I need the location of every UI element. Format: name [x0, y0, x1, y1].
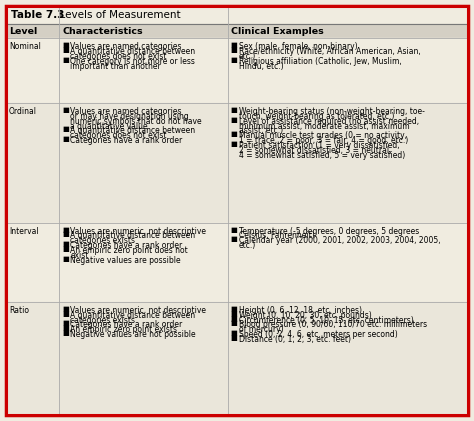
Text: ■: ■ [231, 236, 237, 242]
Text: Patient satisfaction (1 = very dissatisfied,: Patient satisfaction (1 = very dissatisf… [239, 141, 400, 150]
Text: ■: ■ [62, 256, 69, 262]
Text: numeric symbols that do not have: numeric symbols that do not have [70, 117, 202, 126]
Text: Categories have a rank order: Categories have a rank order [70, 241, 182, 250]
Text: Calendar year (2000, 2001, 2002, 2003, 2004, 2005,: Calendar year (2000, 2001, 2002, 2003, 2… [239, 236, 440, 245]
Text: ■: ■ [231, 43, 237, 48]
Text: A quantitative distance between: A quantitative distance between [70, 311, 195, 320]
Text: Clinical Examples: Clinical Examples [231, 27, 324, 35]
Text: Levels of Measurement: Levels of Measurement [53, 10, 181, 20]
Text: Negative values are possible: Negative values are possible [70, 256, 181, 265]
Text: ■: ■ [231, 335, 237, 341]
Text: 4 = somewhat satisfied, 5 = very satisfied): 4 = somewhat satisfied, 5 = very satisfi… [239, 151, 405, 160]
Text: Values are named categories: Values are named categories [70, 107, 182, 116]
Text: ■: ■ [62, 107, 69, 113]
Text: Negative values are not possible: Negative values are not possible [70, 330, 196, 339]
Text: a quantitative value: a quantitative value [70, 122, 148, 131]
Text: ■: ■ [62, 47, 69, 53]
Text: Hindu, etc.): Hindu, etc.) [239, 62, 283, 71]
Text: Nominal: Nominal [9, 43, 41, 51]
Text: exist: exist [70, 251, 89, 260]
Text: ■: ■ [62, 311, 69, 317]
Text: An empiric zero point exists: An empiric zero point exists [70, 325, 177, 334]
Text: ■: ■ [62, 126, 69, 132]
Text: of mercury): of mercury) [239, 325, 283, 334]
Text: ■: ■ [231, 330, 237, 336]
Text: etc.): etc.) [239, 241, 256, 250]
Text: ■: ■ [62, 325, 69, 331]
Text: ■: ■ [62, 232, 69, 237]
Text: categories exists: categories exists [70, 315, 135, 325]
Text: Values are named categories: Values are named categories [70, 43, 182, 51]
Text: ■: ■ [62, 306, 69, 312]
Text: A quantitative distance between: A quantitative distance between [70, 126, 195, 136]
Text: A quantitative distance between: A quantitative distance between [70, 47, 195, 56]
Text: ■: ■ [231, 226, 237, 233]
Text: ■: ■ [231, 306, 237, 312]
Text: Weight-bearing status (non-weight-bearing, toe-: Weight-bearing status (non-weight-bearin… [239, 107, 425, 116]
Text: Values are numeric, not descriptive: Values are numeric, not descriptive [70, 226, 206, 236]
Text: 2 = somewhat dissatisfied, 3 = neutral,: 2 = somewhat dissatisfied, 3 = neutral, [239, 146, 391, 155]
Text: Weight (0, 10, 20, 30, etc. pounds): Weight (0, 10, 20, 30, etc. pounds) [239, 311, 372, 320]
Text: Level of assistance required (no assist needed,: Level of assistance required (no assist … [239, 117, 419, 126]
Text: Temperature (-5 degrees, 0 degrees, 5 degrees: Temperature (-5 degrees, 0 degrees, 5 de… [239, 226, 419, 236]
Text: ■: ■ [62, 246, 69, 252]
Text: Values are numeric, not descriptive: Values are numeric, not descriptive [70, 306, 206, 315]
Text: Ratio: Ratio [9, 306, 29, 315]
Text: touch, weight-bearing as tolerated, etc.): touch, weight-bearing as tolerated, etc.… [239, 112, 394, 121]
Text: categories exists: categories exists [70, 236, 135, 245]
Text: Table 7.3: Table 7.3 [11, 10, 64, 20]
Text: 1 = trace, 2 = poor, 3 = fair, 4 = good, etc.): 1 = trace, 2 = poor, 3 = fair, 4 = good,… [239, 136, 408, 145]
Text: Categories have a rank order: Categories have a rank order [70, 320, 182, 329]
Text: ■: ■ [231, 315, 237, 322]
Text: Characteristics: Characteristics [62, 27, 143, 35]
Text: ■: ■ [231, 47, 237, 53]
Text: Celsius, Fahrenheit): Celsius, Fahrenheit) [239, 232, 315, 240]
Text: A quantitative distance between: A quantitative distance between [70, 232, 195, 240]
Text: ■: ■ [62, 43, 69, 48]
Text: minimum assist, moderate assist, maximum: minimum assist, moderate assist, maximum [239, 122, 410, 131]
Text: ■: ■ [62, 136, 69, 142]
Text: ■: ■ [231, 57, 237, 63]
Text: Blood pressure (0, 90/60, 110/70 etc. millimeters: Blood pressure (0, 90/60, 110/70 etc. mi… [239, 320, 427, 329]
Text: Race/ethnicity (White, African American, Asian,: Race/ethnicity (White, African American,… [239, 47, 420, 56]
Text: categories does not exist: categories does not exist [70, 131, 167, 140]
Text: ■: ■ [231, 117, 237, 123]
Text: ■: ■ [231, 131, 237, 137]
Text: ■: ■ [62, 320, 69, 326]
Text: etc.): etc.) [239, 52, 256, 61]
Text: ■: ■ [231, 320, 237, 326]
Text: Height (0, 6, 12, 18, etc. inches): Height (0, 6, 12, 18, etc. inches) [239, 306, 362, 315]
Text: Interval: Interval [9, 226, 38, 236]
Text: assist, etc.): assist, etc.) [239, 126, 283, 136]
Text: ■: ■ [231, 311, 237, 317]
Text: ■: ■ [62, 330, 69, 336]
Text: Categories have a rank order: Categories have a rank order [70, 136, 182, 145]
Text: categories does not exist: categories does not exist [70, 52, 167, 61]
Text: Religious affiliation (Catholic, Jew, Muslim,: Religious affiliation (Catholic, Jew, Mu… [239, 57, 401, 66]
Text: Sex (male, female, non-binary): Sex (male, female, non-binary) [239, 43, 357, 51]
Text: Circumference (0, 5, 10, 15, etc. centimeters): Circumference (0, 5, 10, 15, etc. centim… [239, 315, 413, 325]
Text: Distance (0, 1, 2, 3, etc. feet): Distance (0, 1, 2, 3, etc. feet) [239, 335, 351, 344]
Text: ■: ■ [231, 107, 237, 113]
Text: or may have designation using: or may have designation using [70, 112, 189, 121]
Text: ■: ■ [231, 141, 237, 147]
Text: ■: ■ [62, 226, 69, 233]
Text: An empiric zero point does not: An empiric zero point does not [70, 246, 188, 255]
Text: One category is not more or less: One category is not more or less [70, 57, 195, 66]
Text: Manual muscle test grades (0 = no activity,: Manual muscle test grades (0 = no activi… [239, 131, 407, 140]
Text: Ordinal: Ordinal [9, 107, 37, 116]
Text: ■: ■ [62, 241, 69, 247]
Text: ■: ■ [62, 57, 69, 63]
Text: important than another: important than another [70, 62, 161, 71]
Text: Speed (0, 2, 4, 6, etc. meters per second): Speed (0, 2, 4, 6, etc. meters per secon… [239, 330, 398, 339]
Text: Level: Level [9, 27, 37, 35]
